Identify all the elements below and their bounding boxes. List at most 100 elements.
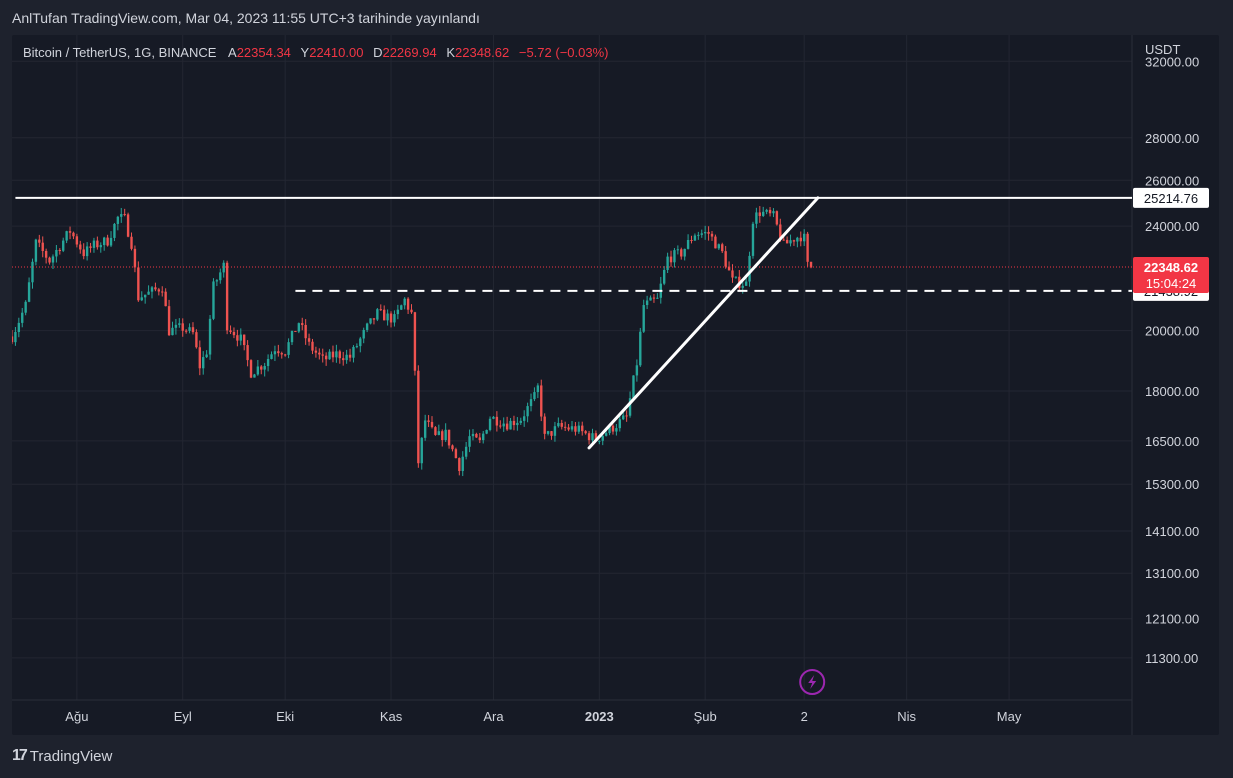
candle-up	[471, 433, 475, 437]
candle-up	[741, 285, 744, 288]
candle-down	[792, 240, 796, 242]
candle-up	[656, 297, 659, 299]
candle-up	[598, 440, 601, 442]
candle-down	[550, 431, 553, 436]
candle-down	[75, 236, 79, 245]
candle-down	[669, 256, 673, 263]
candle-up	[208, 318, 212, 355]
candle-down	[44, 250, 48, 258]
high-value: 22410.00	[309, 45, 364, 60]
candle-up	[174, 324, 178, 328]
candle-up	[256, 366, 260, 375]
candle-up	[65, 231, 68, 241]
trendline[interactable]	[587, 196, 820, 450]
candle-up	[376, 309, 379, 320]
candle-up	[202, 357, 205, 369]
candle-down	[133, 248, 137, 268]
candle-up	[683, 248, 686, 257]
candle-down	[410, 309, 413, 313]
candle-up	[335, 351, 338, 358]
candle-up	[253, 374, 256, 378]
candle-down	[154, 287, 157, 290]
price-chart[interactable]: 32000.00 28000.00 26000.00 24000.00 20000.00…	[12, 35, 1219, 735]
candle-up	[516, 422, 519, 426]
candle-down	[331, 351, 335, 358]
candle-up	[717, 244, 721, 249]
candle-down	[321, 354, 324, 356]
y-tick-label: 13100.00	[1145, 566, 1199, 581]
candle-up	[751, 223, 755, 256]
candle-up	[536, 385, 540, 393]
candle-up	[188, 327, 191, 331]
candle-down	[758, 212, 761, 216]
tradingview-brand[interactable]: 17 TradingView	[12, 747, 112, 765]
candle-up	[55, 249, 58, 257]
x-tick-label: Şub	[694, 709, 717, 724]
candle-up	[502, 423, 505, 427]
candle-up	[482, 433, 485, 441]
candle-down	[543, 416, 546, 434]
candle-up	[789, 240, 792, 244]
candle-up	[529, 399, 533, 407]
candle-down	[731, 270, 734, 278]
y-tick-label: 16500.00	[1145, 434, 1199, 449]
candle-up	[178, 323, 181, 325]
candle-up	[488, 418, 492, 430]
x-tick-label: May	[997, 709, 1022, 724]
candle-up	[352, 346, 355, 358]
candle-down	[301, 323, 304, 325]
y-tick-label: 15300.00	[1145, 477, 1199, 492]
brand-name: TradingView	[29, 747, 113, 765]
candle-down	[458, 458, 461, 472]
symbol-label[interactable]: Bitcoin / TetherUS, 1G, BINANCE	[23, 45, 217, 60]
candle-down	[799, 237, 802, 242]
candle-up	[359, 338, 362, 347]
candle-down	[383, 309, 386, 321]
candle-down	[417, 370, 420, 464]
candle-up	[485, 429, 488, 434]
y-tick-label: 18000.00	[1145, 384, 1199, 399]
candle-down	[785, 239, 789, 244]
candle-up	[437, 431, 441, 435]
x-tick-label: Kas	[380, 709, 403, 724]
candle-down	[809, 261, 813, 268]
candle-down	[246, 345, 249, 361]
candle-down	[130, 236, 133, 249]
candle-up	[748, 255, 751, 282]
candle-up	[553, 426, 557, 436]
candle-down	[567, 427, 570, 430]
candle-down	[775, 211, 779, 225]
candle-up	[533, 392, 536, 400]
candle-up	[113, 223, 116, 238]
candle-down	[307, 338, 311, 342]
candle-up	[686, 239, 690, 249]
candle-down	[690, 239, 693, 241]
candle-up	[369, 318, 372, 324]
x-tick-label: Nis	[897, 709, 916, 724]
candle-up	[519, 420, 522, 423]
candle-up	[31, 261, 34, 283]
candle-down	[707, 231, 710, 234]
candle-up	[577, 425, 581, 432]
candle-up	[140, 297, 143, 301]
candle-down	[161, 291, 164, 293]
candle-up	[546, 431, 550, 434]
chart-panel[interactable]: 32000.00 28000.00 26000.00 24000.00 20000.00…	[12, 35, 1219, 735]
level-price-tag-label: 25214.76	[1144, 191, 1198, 206]
candle-down	[311, 341, 314, 351]
candle-down	[594, 433, 598, 441]
candle-up	[109, 237, 113, 246]
candle-up	[645, 300, 649, 306]
candle-down	[314, 350, 318, 353]
candle-down	[229, 330, 232, 332]
candle-down	[478, 437, 481, 441]
candle-up	[393, 314, 396, 323]
candle-up	[34, 239, 38, 262]
open-label: A	[228, 45, 237, 60]
events-bolt-icon[interactable]	[799, 669, 826, 695]
candle-up	[700, 233, 703, 235]
tradingview-logo-icon: 17	[12, 747, 28, 764]
candle-down	[451, 445, 454, 450]
candle-down	[96, 240, 99, 248]
candle-down	[191, 327, 195, 333]
